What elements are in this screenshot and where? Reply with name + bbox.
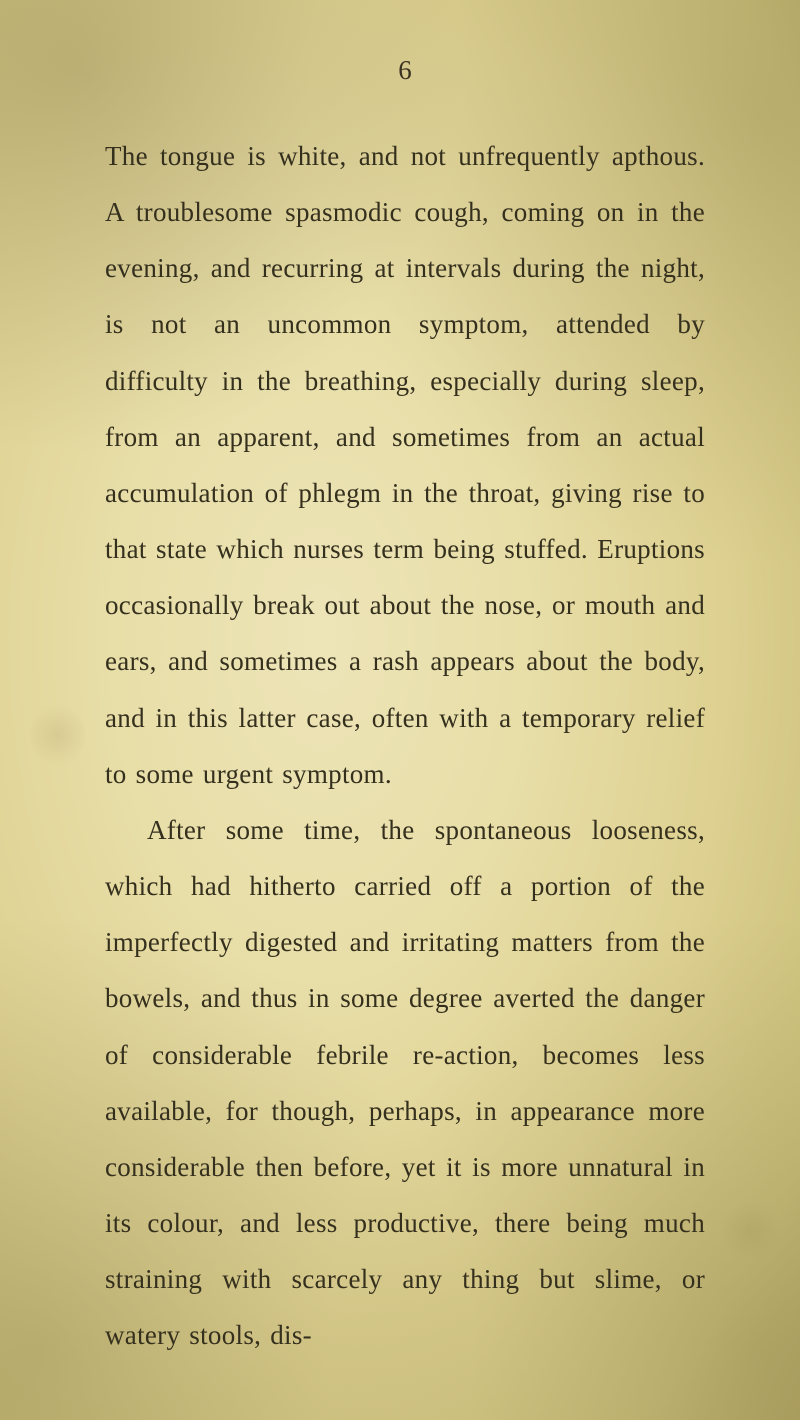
- page-content: 6 The tongue is white, and not unfrequen…: [105, 55, 705, 1363]
- page-number: 6: [105, 55, 705, 86]
- paragraph: After some time, the spontaneous loosene…: [105, 802, 705, 1364]
- age-stain: [720, 1200, 780, 1260]
- paragraph: The tongue is white, and not unfrequentl…: [105, 128, 705, 802]
- age-stain: [30, 700, 85, 770]
- body-text: The tongue is white, and not unfrequentl…: [105, 128, 705, 1363]
